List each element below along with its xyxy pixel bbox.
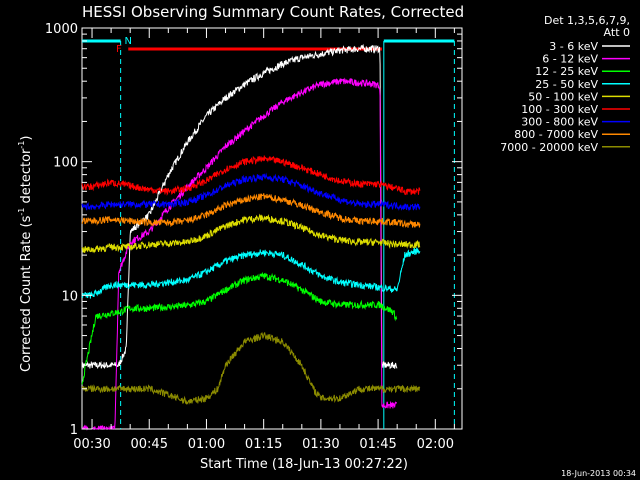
- x-axis-label: Start Time (18-Jun-13 00:27:22): [200, 457, 408, 472]
- y-tick-label: 10: [61, 289, 78, 304]
- x-tick-label: 01:15: [245, 437, 282, 452]
- x-tick-label: 02:00: [417, 437, 454, 452]
- series-line-2: [81, 77, 397, 431]
- footer-date: 18-Jun-2013 00:34: [561, 469, 636, 478]
- legend-header-1: Det 1,3,5,6,7,9,: [544, 14, 630, 27]
- y-axis-label-end: ): [19, 136, 34, 141]
- legend-label-5: 50 - 100 keV: [528, 90, 598, 103]
- x-tick-label: 00:45: [131, 437, 168, 452]
- night-flag-label: N: [124, 36, 131, 47]
- y-axis-label-sup2: -1: [17, 141, 26, 149]
- legend-label-1: 3 - 6 keV: [549, 40, 598, 53]
- y-axis-label-main: Corrected Count Rate (s: [19, 215, 34, 372]
- x-tick-label: 01:45: [359, 437, 396, 452]
- y-tick-label: 100: [53, 156, 78, 171]
- flare-flag-label: F: [116, 44, 122, 55]
- legend-label-2: 6 - 12 keV: [542, 53, 598, 66]
- y-axis: 1 10 100 1000: [45, 22, 462, 438]
- series-line-9: [81, 331, 421, 405]
- legend-label-8: 800 - 7000 keV: [514, 128, 598, 141]
- series-line-6: [81, 155, 421, 196]
- legend-label-7: 300 - 800 keV: [521, 116, 598, 129]
- series-line-5: [81, 213, 421, 254]
- series-line-7: [81, 172, 421, 212]
- legend-header-2: Att 0: [604, 26, 630, 39]
- series-layer: [81, 43, 421, 431]
- y-tick-label: 1000: [45, 22, 78, 37]
- x-tick-label: 01:00: [188, 437, 225, 452]
- plot-frame: [81, 27, 463, 430]
- chart-title: HESSI Observing Summary Count Rates, Cor…: [82, 3, 464, 21]
- y-tick-label: 1: [70, 423, 78, 438]
- legend-label-9: 7000 - 20000 keV: [500, 141, 598, 154]
- x-tick-label: 00:30: [73, 437, 110, 452]
- x-axis: 00:30 00:45 01:00 01:15 01:30 01:45 02:00: [73, 28, 455, 452]
- legend-label-4: 25 - 50 keV: [535, 78, 598, 91]
- legend-label-6: 100 - 300 keV: [521, 103, 598, 116]
- y-axis-label-mid: detector: [19, 148, 34, 208]
- y-axis-label-sup1: -1: [17, 208, 26, 216]
- y-axis-label: Corrected Count Rate (s-1 detector-1): [17, 136, 34, 372]
- series-line-1: [81, 43, 398, 370]
- flag-layer: NF: [82, 36, 455, 429]
- series-line-8: [81, 193, 421, 228]
- series-line-3: [81, 271, 398, 385]
- x-tick-label: 01:30: [302, 437, 339, 452]
- series-line-4: [81, 246, 421, 299]
- legend-label-3: 12 - 25 keV: [535, 65, 598, 78]
